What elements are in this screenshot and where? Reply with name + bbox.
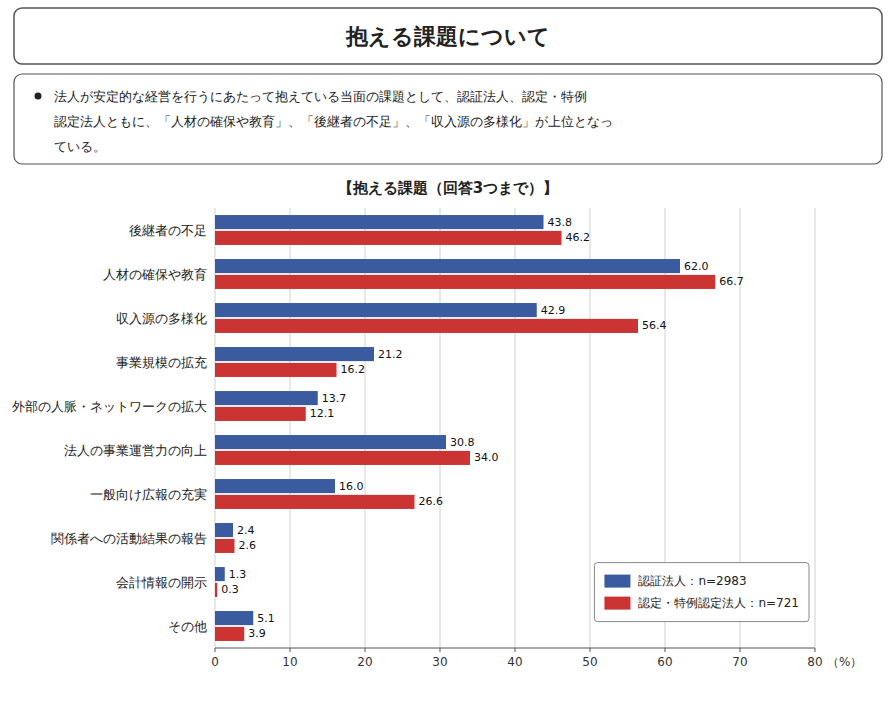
tick-mark	[590, 648, 591, 652]
tick-label: 70	[732, 655, 747, 669]
data-label: 62.0	[684, 260, 709, 273]
bar	[215, 391, 318, 405]
category-label: その他	[168, 619, 207, 634]
tick-label: 80	[807, 655, 822, 669]
grid	[215, 208, 815, 648]
tick-mark	[740, 648, 741, 652]
bar	[215, 347, 374, 361]
bar	[215, 275, 715, 289]
bar	[215, 495, 415, 509]
grid-line	[215, 208, 216, 648]
bar	[215, 407, 306, 421]
chart-svg: 抱える課題について法人が安定的な経営を行うにあたって抱えている当面の課題として、…	[0, 0, 896, 704]
data-label: 46.2	[566, 231, 591, 244]
data-label: 16.2	[341, 363, 366, 376]
bar	[215, 567, 225, 581]
tick-mark	[215, 648, 216, 652]
data-label: 0.3	[221, 583, 239, 596]
category-label: 後継者の不足	[129, 223, 207, 238]
x-axis-line	[215, 648, 815, 649]
category-label: 事業規模の拡充	[116, 355, 207, 370]
bar	[215, 627, 244, 641]
title-box	[14, 8, 882, 64]
subtitle: 【抱える課題（回答3つまで）】	[338, 179, 558, 197]
bar	[215, 539, 235, 553]
bar	[215, 451, 470, 465]
data-label: 2.4	[237, 524, 255, 537]
category-label: 一般向け広報の充実	[90, 487, 207, 502]
data-label: 30.8	[450, 436, 475, 449]
data-label: 34.0	[474, 451, 499, 464]
bar	[215, 611, 253, 625]
data-label: 13.7	[322, 392, 347, 405]
tick-mark	[365, 648, 366, 652]
bar	[215, 231, 562, 245]
description-line: 法人が安定的な経営を行うにあたって抱えている当面の課題として、認証法人、認定・特…	[54, 89, 587, 104]
tick-label: 40	[507, 655, 522, 669]
data-label: 3.9	[248, 627, 266, 640]
bar	[215, 303, 537, 317]
data-label: 16.0	[339, 480, 364, 493]
legend-label: 認定・特例認定法人：n=721	[638, 596, 799, 610]
category-label: 外部の人脈・ネットワークの拡大	[12, 399, 207, 414]
grid-line	[815, 208, 816, 648]
tick-mark	[290, 648, 291, 652]
category-label: 関係者への活動結果の報告	[51, 531, 207, 546]
legend-swatch	[604, 597, 630, 610]
tick-mark	[515, 648, 516, 652]
data-label: 1.3	[229, 568, 247, 581]
bullet	[35, 93, 42, 100]
category-label: 収入源の多様化	[116, 311, 207, 326]
tick-label: 50	[582, 655, 597, 669]
data-label: 66.7	[719, 275, 744, 288]
data-label: 42.9	[541, 304, 566, 317]
tick-label: 30	[432, 655, 447, 669]
grid-line	[290, 208, 291, 648]
description-box	[14, 74, 882, 164]
description-line: 認定法人ともに、「人材の確保や教育」、「後継者の不足」、「収入源の多様化」が上位…	[54, 114, 613, 129]
data-label: 43.8	[548, 216, 573, 229]
grid-line	[590, 208, 591, 648]
bar	[215, 583, 217, 597]
data-label: 21.2	[378, 348, 403, 361]
data-label: 2.6	[239, 539, 257, 552]
grid-line	[365, 208, 366, 648]
data-label: 26.6	[419, 495, 444, 508]
bar	[215, 479, 335, 493]
legend-label: 認証法人：n=2983	[638, 574, 746, 588]
data-label: 56.4	[642, 319, 667, 332]
tick-label: 0	[211, 655, 219, 669]
grid-line	[515, 208, 516, 648]
legend-box	[594, 563, 809, 622]
title: 抱える課題について	[345, 24, 550, 49]
bar	[215, 523, 233, 537]
bar	[215, 435, 446, 449]
bar	[215, 215, 544, 229]
grid-line	[440, 208, 441, 648]
category-label: 人材の確保や教育	[103, 267, 207, 282]
legend: 認証法人：n=2983 認定・特例認定法人：n=721	[594, 563, 809, 622]
bar	[215, 319, 638, 333]
legend-swatch	[604, 575, 630, 588]
tick-mark	[815, 648, 816, 652]
category-label: 法人の事業運営力の向上	[64, 443, 207, 458]
bar	[215, 259, 680, 273]
tick-label: 60	[657, 655, 672, 669]
tick-label: 10	[282, 655, 297, 669]
chart-container: 抱える課題について法人が安定的な経営を行うにあたって抱えている当面の課題として、…	[0, 0, 896, 704]
x-axis-label: （%）	[827, 655, 862, 669]
tick-mark	[665, 648, 666, 652]
category-label: 会計情報の開示	[116, 575, 207, 590]
data-label: 5.1	[257, 612, 275, 625]
data-label: 12.1	[310, 407, 335, 420]
bar	[215, 363, 337, 377]
description-line: ている。	[54, 139, 106, 154]
tick-mark	[440, 648, 441, 652]
tick-label: 20	[357, 655, 372, 669]
